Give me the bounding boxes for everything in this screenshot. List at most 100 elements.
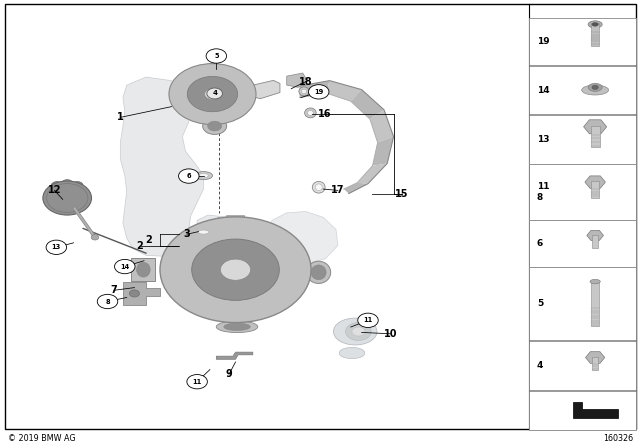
- FancyBboxPatch shape: [529, 115, 636, 164]
- Polygon shape: [357, 164, 387, 184]
- Bar: [591, 281, 599, 326]
- Text: © 2019 BMW AG: © 2019 BMW AG: [8, 434, 76, 443]
- Text: 11: 11: [193, 379, 202, 385]
- Ellipse shape: [224, 323, 250, 331]
- Text: 17: 17: [331, 185, 345, 195]
- Ellipse shape: [305, 108, 316, 118]
- Ellipse shape: [588, 21, 602, 28]
- Ellipse shape: [195, 172, 212, 180]
- Ellipse shape: [307, 261, 331, 284]
- Text: 6: 6: [186, 173, 191, 179]
- Text: 4: 4: [212, 90, 217, 96]
- Polygon shape: [372, 137, 394, 166]
- Text: 8: 8: [105, 298, 110, 305]
- Circle shape: [188, 77, 237, 112]
- Polygon shape: [287, 73, 307, 87]
- Circle shape: [205, 89, 220, 99]
- Text: 15: 15: [395, 189, 409, 198]
- Text: 11
8: 11 8: [537, 182, 550, 202]
- Polygon shape: [586, 352, 605, 363]
- Polygon shape: [351, 90, 384, 119]
- Text: 1: 1: [117, 112, 124, 122]
- Circle shape: [129, 290, 140, 297]
- Circle shape: [358, 313, 378, 327]
- Bar: [592, 357, 598, 370]
- Ellipse shape: [339, 348, 365, 358]
- Bar: [131, 258, 156, 281]
- FancyBboxPatch shape: [529, 66, 636, 114]
- Circle shape: [192, 239, 279, 300]
- Polygon shape: [227, 216, 244, 223]
- Text: 5: 5: [537, 299, 543, 309]
- Ellipse shape: [202, 64, 219, 73]
- Text: 2: 2: [145, 235, 152, 245]
- FancyBboxPatch shape: [529, 341, 636, 390]
- Text: 16: 16: [318, 109, 332, 119]
- Bar: [591, 181, 599, 198]
- Circle shape: [206, 49, 227, 63]
- Polygon shape: [573, 402, 618, 418]
- Polygon shape: [585, 176, 605, 188]
- Bar: [591, 22, 599, 46]
- Polygon shape: [123, 282, 160, 305]
- Text: 19: 19: [537, 37, 550, 46]
- Text: 5: 5: [214, 53, 219, 59]
- Circle shape: [115, 259, 135, 274]
- Text: 19: 19: [314, 89, 323, 95]
- Text: 18: 18: [299, 77, 313, 86]
- Ellipse shape: [592, 85, 598, 90]
- Circle shape: [207, 88, 223, 99]
- Circle shape: [91, 235, 99, 240]
- Ellipse shape: [198, 230, 209, 234]
- Ellipse shape: [216, 321, 258, 332]
- FancyBboxPatch shape: [5, 4, 636, 429]
- Polygon shape: [344, 183, 368, 194]
- Circle shape: [308, 85, 329, 99]
- FancyBboxPatch shape: [529, 220, 636, 267]
- Text: 160326: 160326: [604, 434, 634, 443]
- Text: 2: 2: [136, 241, 143, 250]
- Polygon shape: [197, 215, 246, 250]
- Text: 3: 3: [184, 229, 190, 239]
- Ellipse shape: [312, 181, 325, 193]
- Circle shape: [46, 240, 67, 254]
- Circle shape: [179, 169, 199, 183]
- Ellipse shape: [307, 110, 314, 115]
- Text: 12: 12: [47, 185, 61, 195]
- Polygon shape: [247, 80, 280, 99]
- Ellipse shape: [194, 228, 213, 236]
- Polygon shape: [370, 110, 394, 142]
- FancyBboxPatch shape: [529, 18, 636, 65]
- Text: 13: 13: [52, 244, 61, 250]
- Circle shape: [43, 181, 92, 215]
- Text: 14: 14: [120, 263, 129, 270]
- Polygon shape: [120, 77, 204, 256]
- Polygon shape: [266, 211, 338, 265]
- Ellipse shape: [301, 89, 307, 94]
- Ellipse shape: [51, 181, 61, 187]
- Text: 6: 6: [537, 239, 543, 248]
- Polygon shape: [216, 352, 253, 359]
- Polygon shape: [587, 230, 604, 241]
- Text: 13: 13: [537, 135, 550, 144]
- Circle shape: [160, 217, 311, 323]
- Ellipse shape: [74, 181, 83, 187]
- Circle shape: [187, 375, 207, 389]
- Bar: [592, 234, 598, 248]
- Polygon shape: [326, 81, 362, 101]
- Polygon shape: [300, 81, 330, 98]
- Circle shape: [169, 64, 256, 125]
- Text: 14: 14: [537, 86, 550, 95]
- Ellipse shape: [63, 180, 72, 185]
- Ellipse shape: [588, 83, 602, 91]
- Text: 4: 4: [537, 361, 543, 370]
- Circle shape: [352, 327, 365, 336]
- Circle shape: [220, 259, 251, 280]
- FancyBboxPatch shape: [529, 164, 636, 220]
- Ellipse shape: [316, 184, 323, 191]
- Text: 10: 10: [383, 329, 397, 339]
- Ellipse shape: [333, 318, 377, 345]
- Ellipse shape: [203, 118, 227, 134]
- Ellipse shape: [592, 22, 598, 26]
- FancyBboxPatch shape: [529, 391, 636, 430]
